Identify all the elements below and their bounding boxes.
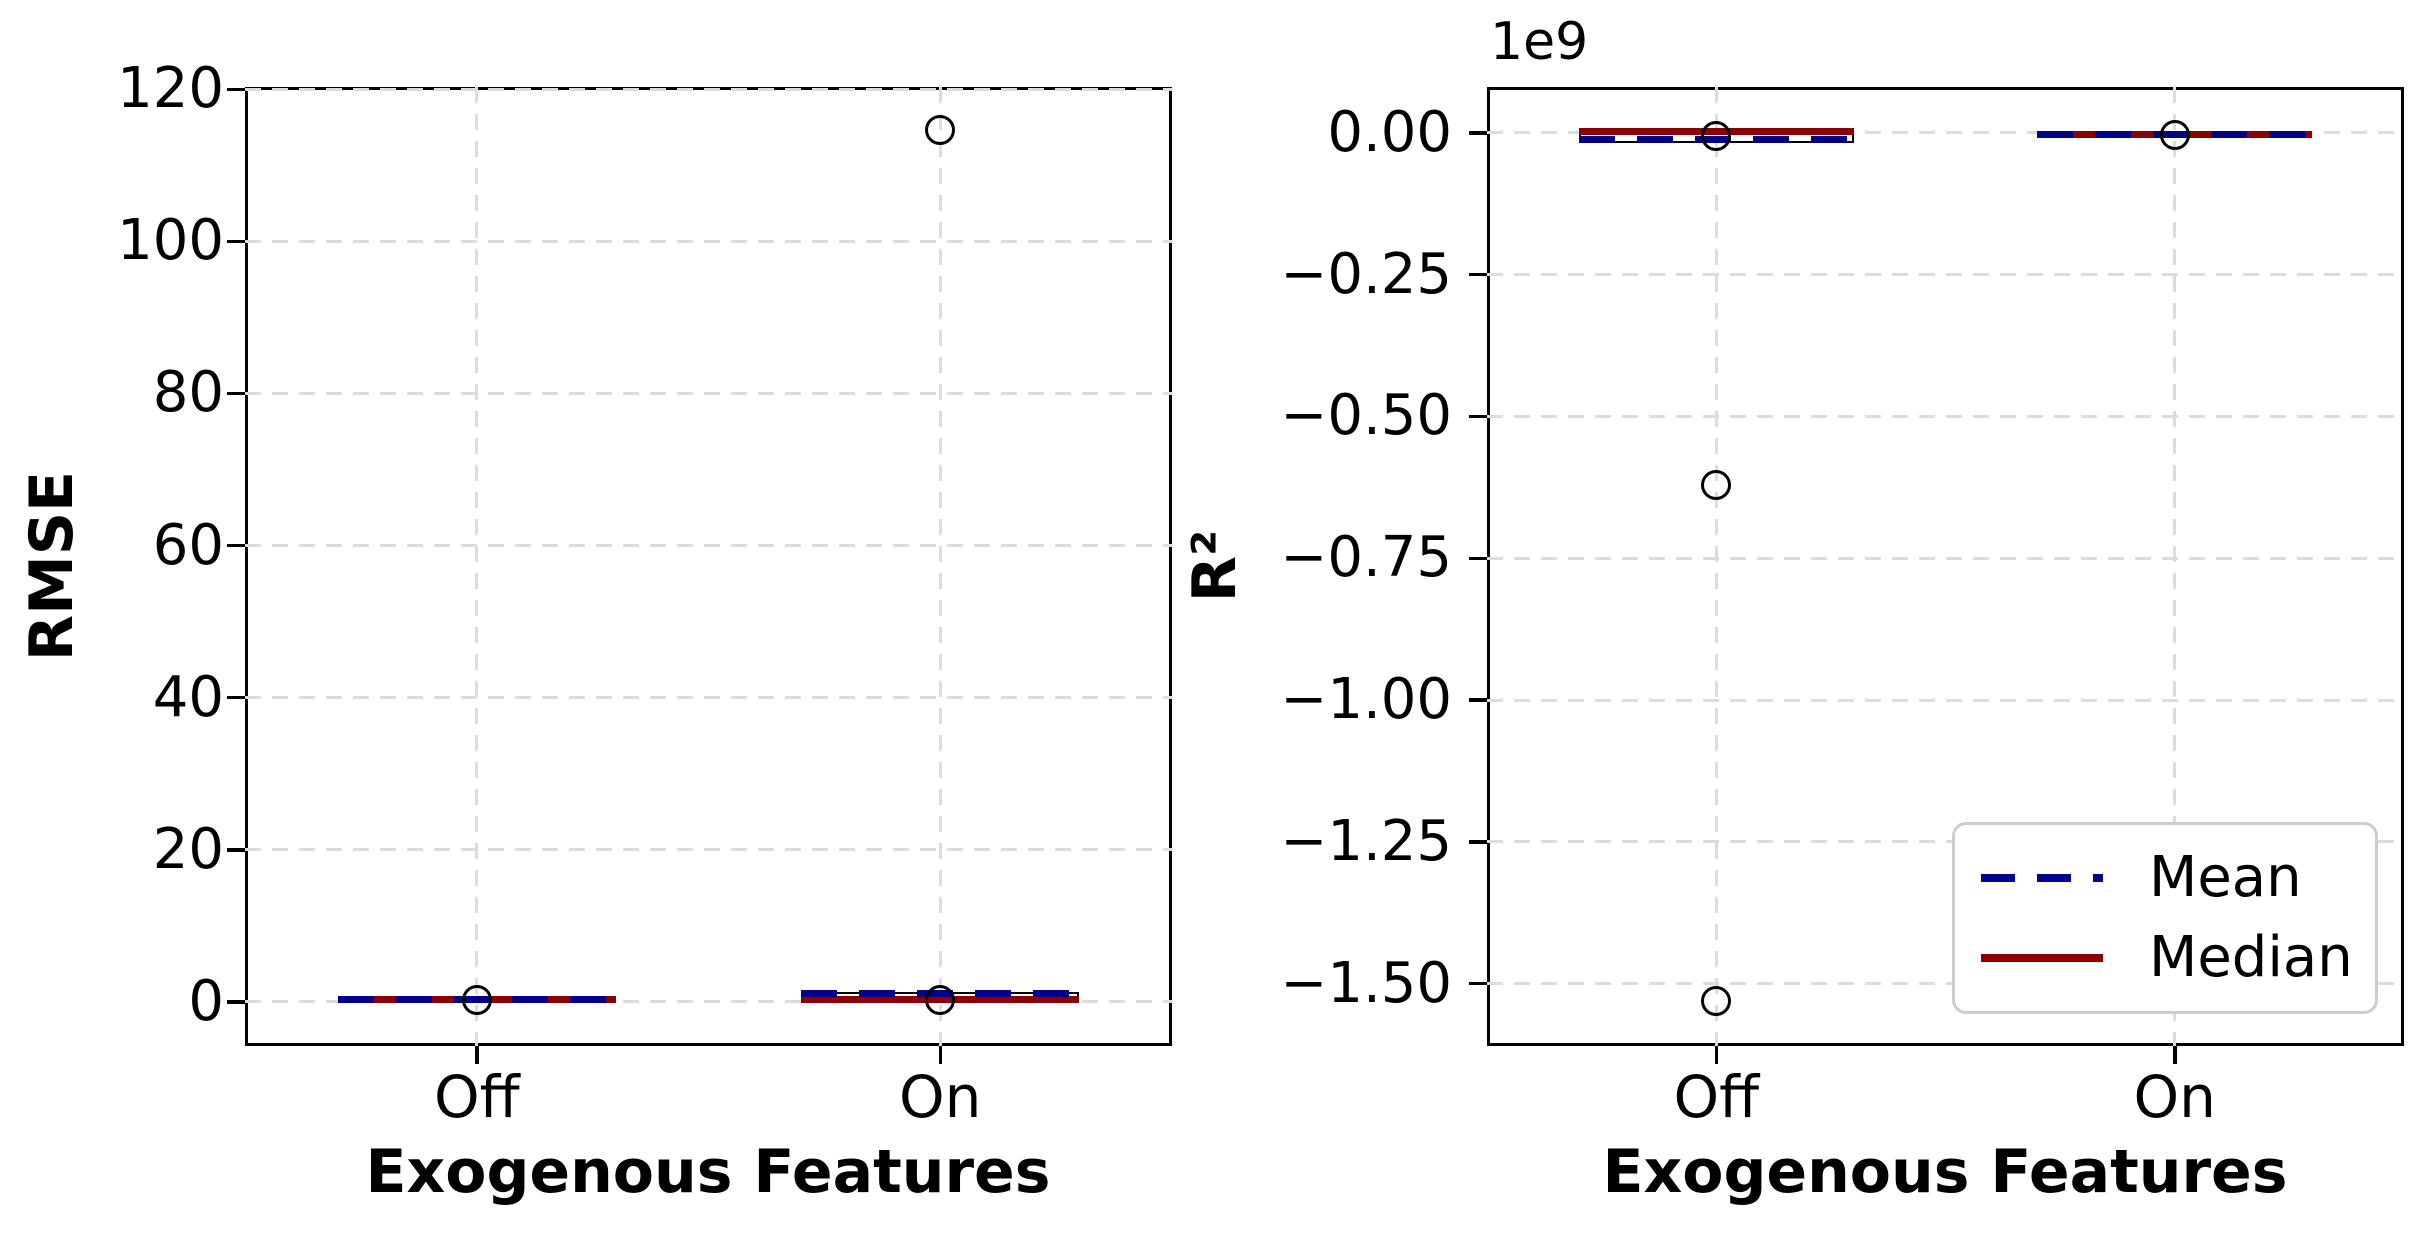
x-gridline [475,87,479,1046]
y-gridline [245,848,1172,852]
y-gridline [245,87,1172,91]
y-tick-label: 40 [152,664,224,730]
y-tick-mark [227,695,245,700]
y-gridline [1487,131,2404,135]
x-tick-mark [1714,1046,1718,1064]
legend-label-median: Median [2149,925,2353,991]
right-ylabel-box: R² [1170,356,1260,776]
y-gridline [245,391,1172,395]
outlier-marker [1701,985,1732,1016]
legend-label-mean: Mean [2149,844,2302,910]
median-line-sample-icon [1981,954,2103,963]
y-tick-label: 120 [117,56,224,122]
outlier-marker [1701,120,1732,151]
y-axis-offset-text: 1e9 [1490,12,1589,72]
outlier-marker [2159,119,2190,150]
y-tick-mark [227,239,245,244]
y-gridline [1487,414,2404,418]
y-gridline [1487,840,2404,844]
x-tick-label: On [2133,1063,2216,1131]
y-tick-mark [1469,131,1487,135]
x-gridline [938,87,942,1046]
y-tick-mark [1469,414,1487,419]
legend: Mean Median [1952,822,2378,1014]
x-gridline [1714,87,1718,1046]
x-gridline [2173,87,2177,1046]
y-tick-mark [227,391,245,396]
y-gridline [1487,556,2404,560]
y-tick-label: 0.00 [1327,99,1452,165]
mean-line-sample-icon [1981,873,2103,882]
y-tick-label: 60 [152,512,224,578]
x-tick-mark [475,1046,479,1064]
y-tick-label: −0.75 [1280,525,1452,591]
right-x-axis-label: Exogenous Features [1602,1137,2288,1207]
legend-row-mean: Mean [1981,844,2349,910]
y-tick-mark [1469,840,1487,844]
outlier-marker [925,114,956,145]
y-tick-label: −1.50 [1280,950,1452,1016]
left-x-axis-label: Exogenous Features [365,1137,1051,1207]
y-gridline [245,696,1172,700]
x-tick-mark [2173,1046,2177,1064]
y-tick-label: 20 [152,816,224,882]
y-tick-mark [1469,981,1487,986]
y-tick-mark [227,1000,245,1004]
y-tick-mark [227,848,245,852]
y-gridline [1487,698,2404,702]
y-tick-mark [1469,698,1487,702]
outlier-marker [925,984,956,1015]
left-ylabel-box: RMSE [7,356,97,776]
left-y-axis-label: RMSE [17,470,87,662]
x-tick-label: Off [1673,1063,1760,1131]
y-gridline [1487,273,2404,277]
y-gridline [1487,982,2404,986]
y-tick-mark [1469,272,1487,277]
x-tick-label: On [899,1063,982,1131]
outlier-marker [1701,469,1732,500]
left-axes-frame [245,87,1172,1046]
legend-row-median: Median [1981,930,2353,986]
y-tick-label: 100 [117,208,224,274]
x-tick-mark [938,1046,942,1064]
y-tick-label: −0.50 [1280,383,1452,449]
y-gridline [245,544,1172,548]
y-tick-label: −1.00 [1280,667,1452,733]
outlier-marker [461,984,492,1015]
y-tick-label: 80 [152,360,224,426]
y-gridline [245,1000,1172,1004]
y-gridline [245,239,1172,243]
y-tick-label: −0.25 [1280,241,1452,307]
y-tick-mark [227,87,245,92]
y-tick-label: 0 [188,968,224,1034]
y-tick-label: −1.25 [1280,808,1452,874]
y-tick-mark [227,543,245,548]
right-y-axis-label: R² [1180,529,1250,603]
y-tick-mark [1469,556,1487,561]
x-tick-label: Off [433,1063,520,1131]
